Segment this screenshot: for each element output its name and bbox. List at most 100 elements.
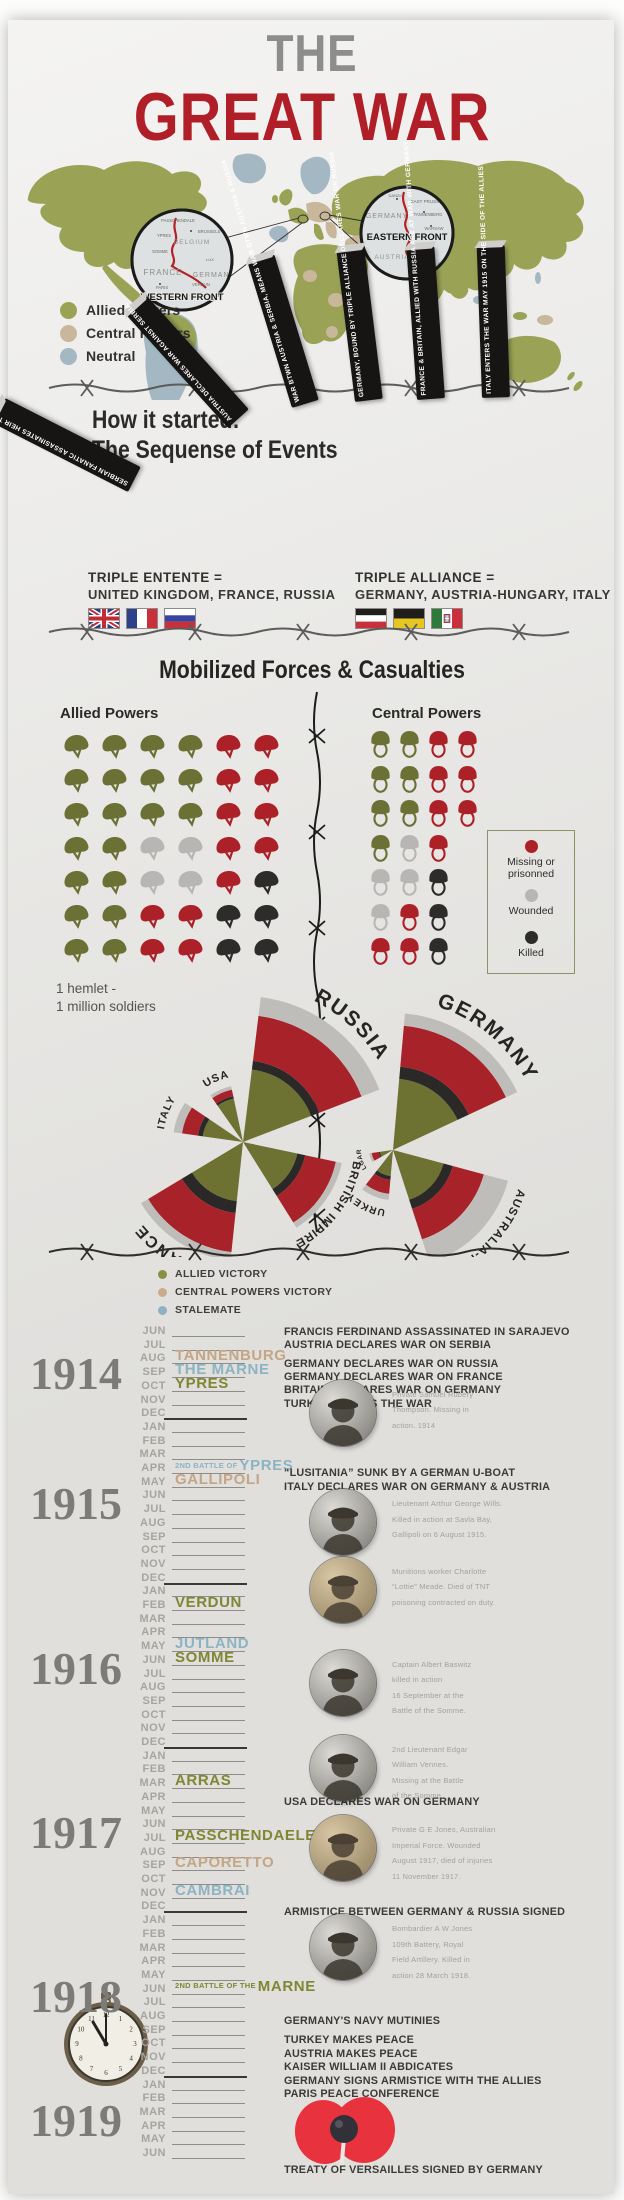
month-line — [164, 2075, 247, 2078]
month-line — [172, 1500, 245, 1502]
helmet-icon — [102, 734, 127, 759]
battle-name: CAMBRAI — [175, 1881, 251, 1899]
helmet-icon — [64, 938, 89, 963]
event-line: ARMISTICE BETWEEN GERMANY & RUSSIA SIGNE… — [284, 1905, 566, 1918]
month-label: JAN — [142, 1914, 166, 1927]
rose-wedge-layer — [399, 1066, 469, 1120]
helmet-icon — [254, 802, 279, 827]
helmet-icon — [458, 765, 477, 793]
event-line: TREATY OF VERSAILLES SIGNED BY GERMANY — [284, 2164, 543, 2177]
barb-icon — [512, 623, 526, 641]
event-line: KAISER WILLIAM II ABDICATES — [284, 2061, 454, 2074]
rose-wedge-layer — [376, 1150, 393, 1176]
allied-helmet — [137, 903, 168, 935]
central-victory-dot — [158, 1287, 167, 1297]
title-line-great-war: GREAT WAR — [133, 79, 491, 155]
helmet-icon — [371, 938, 390, 965]
label-austria: AUSTRIA — [374, 254, 409, 261]
month-label: SEP — [142, 2023, 166, 2036]
month-line — [172, 1842, 245, 1844]
month-label: JAN — [142, 1420, 166, 1433]
rose-wedge-layer — [276, 1155, 336, 1223]
month-line — [164, 1747, 247, 1749]
month-label: OCT — [141, 1544, 166, 1557]
barb-icon — [308, 728, 326, 744]
month-label: DEC — [141, 1900, 166, 1913]
month-line — [172, 2158, 245, 2159]
wire — [48, 627, 570, 637]
helmet-icon — [254, 734, 279, 759]
battle-name: PASSCHENDAELE — [175, 1826, 316, 1844]
month-line — [164, 1911, 247, 1914]
alliance-flags — [355, 608, 624, 629]
barb-icon — [308, 920, 326, 936]
helmet-icon — [64, 870, 89, 895]
clock-number: 2 — [129, 2026, 133, 2034]
helmet-icon — [254, 768, 279, 793]
caption-line: Private G E Jones, Australian — [392, 1825, 496, 1835]
month-label: JAN — [142, 2078, 166, 2091]
allied-helmet — [251, 801, 282, 833]
helmet-icon — [216, 870, 241, 895]
rose-wedge-layer — [252, 1015, 362, 1113]
battle-name: VERDUN — [175, 1594, 242, 1611]
central-helmet — [426, 833, 451, 868]
helmet-icon — [102, 870, 127, 895]
casualty-legend-box: Missing or prisonned Wounded Killed — [487, 830, 575, 974]
month-label: FEB — [142, 1763, 166, 1776]
month-label: MAR — [139, 1941, 166, 1954]
allied-helmet — [175, 937, 206, 969]
month-line — [172, 1377, 245, 1379]
rose-wedge-layer — [191, 1142, 243, 1202]
month-line — [172, 1815, 245, 1817]
helmet-icon — [216, 768, 241, 793]
caption-line: Killed in action at Savla Bay, — [392, 1514, 493, 1524]
title-line-the: THE — [266, 25, 358, 83]
event-line: AUSTRIA DECLARES WAR ON SERBIA — [284, 1339, 492, 1352]
allied-helmet — [137, 801, 168, 833]
month-line — [172, 1459, 245, 1461]
missing-label: Missing or prisonned — [507, 856, 555, 880]
month-label: JAN — [142, 1749, 166, 1762]
battle-label: 2ND BATTLE OF YPRES — [175, 1457, 293, 1474]
caption-line: Captain Albert Baswitz — [392, 1659, 472, 1669]
allied-helmet — [213, 801, 244, 833]
clock-number: 10 — [77, 2026, 85, 2034]
caption-line: August 1917, died of injuries — [392, 1856, 493, 1866]
clock-number: 3 — [133, 2040, 137, 2048]
helmet-icon — [429, 903, 448, 931]
helmet-icon — [400, 765, 419, 793]
battle-label: GALLIPOLI — [175, 1471, 260, 1488]
month-line — [172, 1692, 245, 1694]
month-label: SEP — [142, 1530, 166, 1543]
helmet-icon — [102, 904, 127, 929]
year-label: 1919 — [30, 2094, 122, 2146]
helmet-icon — [458, 800, 477, 827]
month-label: FEB — [142, 1434, 166, 1447]
month-label: FEB — [142, 2092, 166, 2105]
triple-entente-title: TRIPLE ENTENTE = — [88, 570, 223, 585]
helmet-icon — [102, 938, 127, 963]
allied-helmet — [61, 937, 92, 969]
month-label: APR — [141, 1626, 166, 1639]
allied-victory-dot — [158, 1269, 167, 1279]
month-label: JUN — [142, 1325, 166, 1337]
battle-label: YPRES — [175, 1375, 229, 1392]
triple-alliance-members: GERMANY, AUSTRIA-HUNGARY, ITALY — [355, 587, 611, 602]
rose-wedge-layer — [258, 997, 380, 1097]
month-line — [172, 1596, 245, 1598]
central-helmet — [426, 936, 451, 971]
helmet-icon — [400, 800, 419, 827]
helmet-icon — [140, 904, 165, 929]
allied-helmet — [213, 767, 244, 799]
helmet-icon — [216, 734, 241, 759]
allied-helmet — [213, 903, 244, 935]
month-label: FEB — [142, 1599, 166, 1611]
allied-helmet — [175, 767, 206, 799]
year-label: 1918 — [30, 1971, 122, 2023]
label-ypres: YPRES — [157, 233, 171, 238]
clock-number: 1 — [119, 2015, 123, 2023]
month-label: MAR — [139, 1448, 166, 1461]
rose-wedge-layer — [243, 1142, 298, 1190]
month-line — [172, 1336, 245, 1337]
